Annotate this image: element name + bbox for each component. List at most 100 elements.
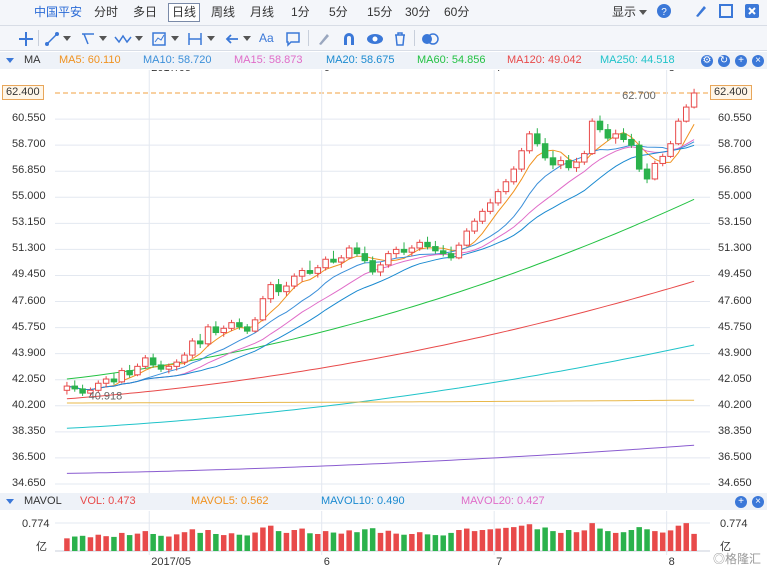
arrow-tool-icon[interactable] xyxy=(224,29,240,47)
tab-1min[interactable]: 1分 xyxy=(291,5,310,19)
chart-tool-icon[interactable] xyxy=(151,29,167,47)
volume-chart[interactable]: 2017/05 6 7 8 xyxy=(0,511,767,571)
candle xyxy=(690,92,698,108)
candle xyxy=(424,241,431,248)
volume-bar xyxy=(189,529,196,551)
volume-bar xyxy=(119,532,125,551)
vol-month-label: 6 xyxy=(324,556,330,568)
close-indicator-icon[interactable]: × xyxy=(752,55,764,67)
tab-60min[interactable]: 60分 xyxy=(444,5,470,19)
candle xyxy=(95,382,102,391)
arrow-tool-dropdown-icon[interactable] xyxy=(243,36,251,41)
mavol-collapse-icon[interactable] xyxy=(6,499,14,504)
vol-month-label: 8 xyxy=(669,556,675,568)
vol-zoom-icon[interactable]: + xyxy=(735,496,747,508)
volume-bar xyxy=(111,536,117,551)
zoom-icon[interactable]: + xyxy=(735,55,747,67)
volume-bar xyxy=(463,528,470,551)
help-icon[interactable]: ? xyxy=(656,3,672,20)
pen-icon[interactable] xyxy=(693,3,709,20)
tab-30min[interactable]: 30分 xyxy=(405,5,431,19)
text-tool-icon[interactable]: Aa xyxy=(259,31,274,45)
candle xyxy=(510,168,518,183)
ma-indicator-label[interactable]: MA xyxy=(24,54,41,66)
toolbar-divider xyxy=(414,30,415,46)
range-tool-dropdown-icon[interactable] xyxy=(207,36,215,41)
channel-tool-dropdown-icon[interactable] xyxy=(99,36,107,41)
mavol-indicator-label[interactable]: MAVOL xyxy=(24,495,62,507)
candle xyxy=(557,160,565,166)
magnet-icon[interactable] xyxy=(341,29,357,47)
volume-bar xyxy=(432,535,439,551)
line-tool-dropdown-icon[interactable] xyxy=(63,36,71,41)
mavol5-value: MAVOL5: 0.562 xyxy=(191,495,269,507)
close-icon[interactable] xyxy=(744,3,760,20)
tab-5min[interactable]: 5分 xyxy=(329,5,348,19)
candle xyxy=(455,244,463,259)
candle xyxy=(675,120,682,145)
tab-fenshi[interactable]: 分时 xyxy=(94,5,119,19)
tab-duori[interactable]: 多日 xyxy=(133,5,158,19)
tab-15min[interactable]: 15分 xyxy=(367,5,393,19)
candle xyxy=(306,270,314,274)
candlestick-chart[interactable]: 62.700 40.918 2017/05 6 7 8 xyxy=(0,70,767,493)
candle xyxy=(353,247,361,255)
volume-bar xyxy=(401,534,407,551)
vol-axis-right-top: 0.774 xyxy=(720,518,748,530)
range-tool-icon[interactable] xyxy=(187,29,203,47)
ma-line-ma20 xyxy=(66,144,695,391)
volume-bar xyxy=(283,532,290,551)
candle xyxy=(291,275,298,287)
crosshair-icon[interactable] xyxy=(18,29,34,47)
candle xyxy=(173,361,180,367)
chart-tool-dropdown-icon[interactable] xyxy=(171,36,179,41)
candle xyxy=(463,230,470,246)
volume-bar xyxy=(315,533,321,551)
ma-collapse-icon[interactable] xyxy=(6,58,14,63)
volume-bar xyxy=(213,533,219,551)
volume-bar xyxy=(134,533,141,551)
current-price-tag-left: 62.400 xyxy=(2,85,44,100)
volume-bar xyxy=(205,530,211,551)
tab-rixian[interactable]: 日线 xyxy=(168,3,201,22)
eraser-icon[interactable] xyxy=(316,29,332,47)
low-price-label: 40.918 xyxy=(89,391,123,403)
price-tick-right: 40.200 xyxy=(718,398,752,411)
candle xyxy=(471,220,478,232)
tab-zhouxian[interactable]: 周线 xyxy=(211,5,236,19)
vol-close-icon[interactable]: × xyxy=(752,496,764,508)
display-menu[interactable]: 显示 xyxy=(612,5,637,19)
volume-bar xyxy=(362,529,368,551)
candle xyxy=(534,133,541,145)
channel-tool-icon[interactable] xyxy=(80,29,96,47)
toggle-icon[interactable] xyxy=(421,29,439,47)
candle xyxy=(126,370,133,376)
volume-bar xyxy=(299,528,305,551)
refresh-icon[interactable]: ↻ xyxy=(718,55,730,67)
eye-icon[interactable] xyxy=(366,29,384,47)
comment-tool-icon[interactable] xyxy=(285,29,301,47)
display-dropdown-icon[interactable] xyxy=(639,10,647,15)
volume-bar xyxy=(448,532,454,551)
ma5-value: MA5: 60.110 xyxy=(59,54,121,66)
window-icon[interactable] xyxy=(718,3,734,20)
candle xyxy=(204,326,212,345)
candle xyxy=(338,257,345,263)
stock-name[interactable]: 中国平安 xyxy=(34,5,83,19)
volume-bar xyxy=(495,528,501,551)
candle xyxy=(416,241,423,249)
price-tick-left: 60.550 xyxy=(12,112,46,125)
candle xyxy=(667,143,674,157)
price-tick-left: 51.300 xyxy=(12,242,46,255)
line-tool-icon[interactable] xyxy=(44,29,60,47)
tab-yuexian[interactable]: 月线 xyxy=(250,5,275,19)
settings-icon[interactable]: ⚙ xyxy=(701,55,713,67)
candle xyxy=(643,168,651,180)
price-tick-left: 47.600 xyxy=(12,294,46,307)
price-tick-left: 58.700 xyxy=(12,138,46,151)
wave-tool-dropdown-icon[interactable] xyxy=(135,36,143,41)
drawing-toolbar: Aa xyxy=(0,26,767,51)
candle xyxy=(479,210,486,222)
trash-icon[interactable] xyxy=(392,29,408,47)
wave-tool-icon[interactable] xyxy=(114,29,132,47)
